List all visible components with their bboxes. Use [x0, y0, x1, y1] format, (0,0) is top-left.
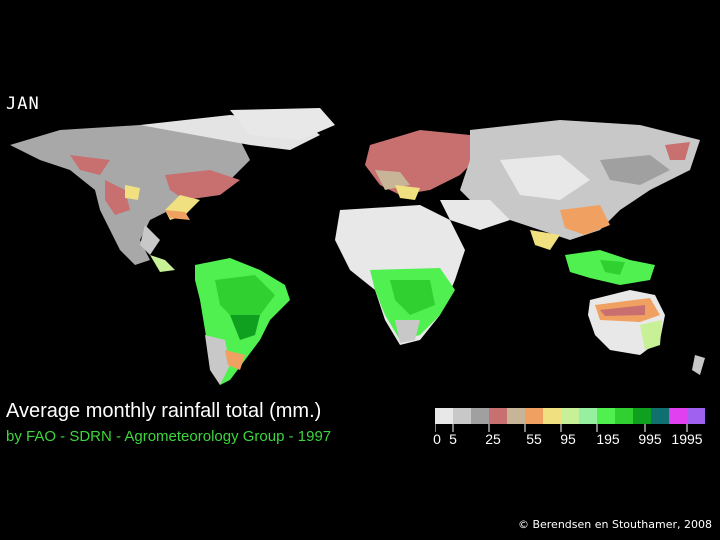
asia	[440, 120, 700, 250]
legend-label: 25	[485, 431, 501, 447]
southeast-asia	[565, 250, 655, 285]
legend-label: 55	[526, 431, 542, 447]
world-rainfall-map	[10, 108, 705, 385]
map-subtitle: by FAO - SDRN - Agrometeorology Group - …	[6, 428, 332, 445]
legend-swatch	[543, 408, 561, 424]
legend-label: 195	[596, 431, 620, 447]
legend-swatch	[561, 408, 579, 424]
legend-swatch	[633, 408, 651, 424]
legend-swatch	[615, 408, 633, 424]
legend-label: 0	[433, 431, 441, 447]
copyright-credit: © Berendsen en Stouthamer, 2008	[517, 518, 712, 531]
map-title: Average monthly rainfall total (mm.)	[6, 400, 322, 422]
legend-color-bar	[435, 408, 705, 424]
legend-swatch	[579, 408, 597, 424]
legend-swatch	[651, 408, 669, 424]
legend-swatch	[669, 408, 687, 424]
month-label: JAN	[6, 94, 40, 114]
legend-label: 1995	[671, 431, 703, 447]
legend-swatch	[489, 408, 507, 424]
greenland	[230, 108, 335, 140]
legend-swatch	[525, 408, 543, 424]
australia	[588, 290, 665, 355]
legend-ticks	[435, 424, 688, 432]
north-america	[10, 115, 320, 272]
legend-label: 995	[638, 431, 662, 447]
europe	[365, 130, 480, 200]
africa	[335, 205, 465, 345]
legend-label: 5	[449, 431, 457, 447]
legend-swatch	[453, 408, 471, 424]
legend-swatch	[471, 408, 489, 424]
legend-swatch	[507, 408, 525, 424]
legend-labels: 0 5 25 55 95 195 995 1995	[0, 431, 720, 451]
legend-swatch	[687, 408, 705, 424]
south-america	[195, 258, 290, 385]
legend-label: 95	[560, 431, 576, 447]
new-zealand	[692, 355, 705, 375]
legend-swatch	[597, 408, 615, 424]
legend-swatch	[435, 408, 453, 424]
